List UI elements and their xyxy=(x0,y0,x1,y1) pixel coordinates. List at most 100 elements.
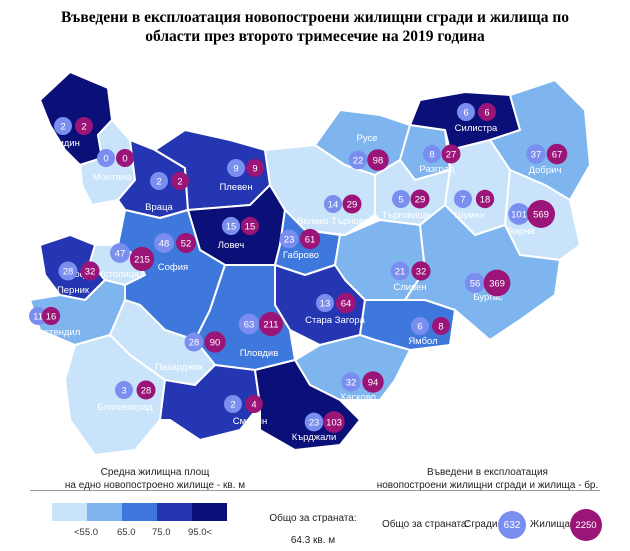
buildings-bubble-value: 63 xyxy=(244,320,255,331)
region-name-label: Ямбол xyxy=(408,336,437,347)
scale-tick-1: <55.0 xyxy=(74,527,99,538)
area-legend-title-line-1: Средна жилищна площ xyxy=(100,467,210,478)
region-blagoevgrad[interactable] xyxy=(64,334,166,456)
buildings-bubble-value: 32 xyxy=(346,378,357,389)
dwellings-legend-label: Жилища xyxy=(530,519,571,530)
dwellings-bubble-value: 15 xyxy=(245,222,256,233)
dwellings-bubble-value: 569 xyxy=(533,210,549,221)
region-smolyan[interactable] xyxy=(159,364,261,441)
dwellings-bubble-value: 64 xyxy=(341,299,352,310)
area-legend-title-line-2: на едно новопостроено жилище - кв. м xyxy=(64,480,246,491)
region-name-label: Ловеч xyxy=(218,240,244,251)
buildings-bubble xyxy=(110,243,130,263)
buildings-bubble xyxy=(392,190,410,208)
dwellings-bubble xyxy=(240,216,260,236)
dwellings-bubble xyxy=(258,311,284,337)
buildings-bubble xyxy=(115,381,133,399)
region-name-label: Стара Загора xyxy=(305,315,365,326)
dwellings-bubble-value: 18 xyxy=(480,195,491,206)
dwellings-bubble-value: 27 xyxy=(446,150,457,161)
totals-label: Общо за страната: xyxy=(382,519,470,530)
region-name-label: Бургас xyxy=(473,292,502,303)
buildings-total-bubble: 632 xyxy=(498,511,526,539)
buildings-bubble xyxy=(184,332,204,352)
scale-tick-2: 65.0 xyxy=(117,527,136,538)
dwellings-bubble-value: 2 xyxy=(177,177,182,188)
dwellings-bubble-value: 16 xyxy=(46,312,57,323)
dwellings-bubble-value: 29 xyxy=(347,200,358,211)
count-legend-title-line-1: Въведени в експлоатация xyxy=(427,467,548,478)
buildings-bubble xyxy=(29,307,47,325)
region-name-label: Габрово xyxy=(283,250,319,261)
dwellings-bubble-value: 369 xyxy=(489,279,505,290)
buildings-bubble-value: 21 xyxy=(395,267,406,278)
dwellings-bubble-value: 4 xyxy=(251,400,256,411)
buildings-bubble xyxy=(238,313,260,335)
dwellings-bubble-value: 211 xyxy=(263,320,278,331)
dwellings-bubble xyxy=(335,292,357,314)
dwellings-bubble xyxy=(527,200,555,228)
region-name-label: Разград xyxy=(419,164,455,175)
map-title: Въведени в експлоатация новопостроени жи… xyxy=(40,8,590,46)
region-kyustendil[interactable] xyxy=(29,279,126,346)
buildings-bubble-value: 7 xyxy=(460,195,465,206)
buildings-bubble-value: 23 xyxy=(284,235,295,246)
buildings-bubble xyxy=(150,172,168,190)
dwellings-bubble-value: 90 xyxy=(210,338,221,349)
dwellings-bubble-value: 215 xyxy=(134,255,150,266)
dwellings-bubble xyxy=(245,395,263,413)
buildings-bubble-value: 8 xyxy=(429,150,434,161)
dwellings-bubble xyxy=(546,143,568,165)
dwellings-bubble xyxy=(129,246,155,272)
scale-swatch-4 xyxy=(157,503,192,521)
dwellings-bubble xyxy=(367,149,389,171)
region-name-label: Перник xyxy=(57,285,90,296)
legend-divider xyxy=(30,490,600,491)
buildings-bubble-value: 28 xyxy=(63,267,74,278)
region-name-label: Кърджали xyxy=(292,432,337,443)
buildings-legend-label: Сгради xyxy=(464,519,498,530)
scale-swatch-3 xyxy=(122,503,157,521)
title-line-2: области през второто тримесечие на 2019 … xyxy=(145,28,485,45)
region-name-label: Сливен xyxy=(393,282,426,293)
buildings-bubble xyxy=(58,261,78,281)
buildings-bubble xyxy=(227,159,245,177)
dwellings-bubble xyxy=(410,189,430,209)
region-name-label: Кюстендил xyxy=(32,327,81,338)
region-name-label: Видин xyxy=(52,138,80,149)
dwellings-bubble xyxy=(478,103,496,121)
region-name-label: Хасково xyxy=(340,392,376,403)
dwellings-bubble-value: 98 xyxy=(373,156,384,167)
buildings-bubble-value: 2 xyxy=(230,400,235,411)
buildings-bubble-value: 48 xyxy=(159,239,170,250)
count-legend-title-line-2: новопостроени жилищни сгради и жилища - … xyxy=(376,480,599,491)
buildings-bubble xyxy=(304,412,324,432)
buildings-bubble-value: 2 xyxy=(156,177,161,188)
area-legend-title: Средна жилищна площ на едно новопостроен… xyxy=(60,466,250,492)
buildings-bubble xyxy=(348,150,368,170)
region-name-label: София xyxy=(158,262,188,273)
country-average-label: Общо за страната: xyxy=(269,513,357,524)
region-name-label: Пазарджик xyxy=(155,362,204,373)
dwellings-bubble-value: 103 xyxy=(326,418,342,429)
dwellings-bubble-value: 9 xyxy=(252,164,257,175)
dwellings-bubble-value: 0 xyxy=(122,154,127,165)
dwellings-total-bubble: 2250 xyxy=(570,509,602,541)
buildings-bubble-value: 6 xyxy=(463,108,468,119)
buildings-bubble-value: 11 xyxy=(33,312,43,323)
area-color-scale xyxy=(52,503,227,521)
buildings-bubble-value: 56 xyxy=(470,279,481,290)
dwellings-bubble xyxy=(136,380,156,400)
count-legend-title: Въведени в експлоатация новопостроени жи… xyxy=(370,466,605,492)
region-name-label: Благоевград xyxy=(97,402,153,413)
dwellings-bubble xyxy=(41,306,61,326)
buildings-bubble-value: 6 xyxy=(417,322,422,333)
region-name-label: Пловдив xyxy=(240,348,279,359)
buildings-bubble-value: 5 xyxy=(398,195,403,206)
region-name-label: Шумен xyxy=(455,210,485,221)
buildings-bubble xyxy=(323,194,343,214)
dwellings-bubble xyxy=(483,269,511,297)
buildings-bubble xyxy=(411,317,429,335)
dwellings-bubble-value: 32 xyxy=(416,267,427,278)
buildings-bubble xyxy=(154,233,174,253)
